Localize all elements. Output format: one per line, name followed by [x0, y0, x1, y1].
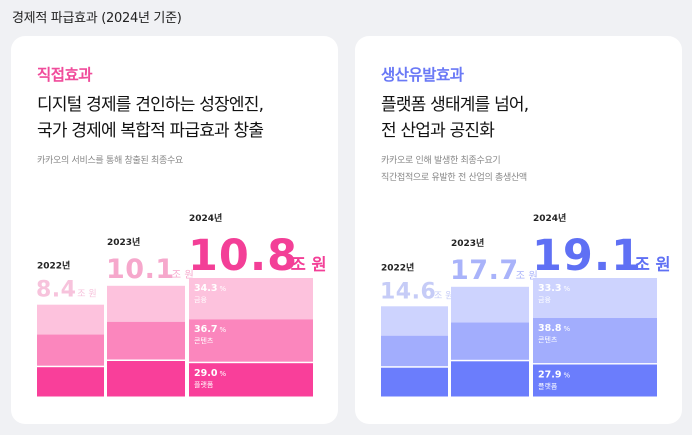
induced-production-description: 카카오로 인해 발생한 최종수요기 직간접적으로 유발한 전 산업의 총생산액	[381, 153, 527, 187]
share-percent: 36.7%	[194, 324, 226, 335]
bar-segment	[381, 367, 448, 397]
page-title: 경제적 파급효과 (2024년 기준)	[12, 11, 182, 26]
share-name: 플랫폼	[538, 382, 558, 391]
bar-segment	[189, 278, 313, 320]
bar-value: 10.8	[188, 231, 298, 281]
headline-line: 전 산업과 공진화	[381, 121, 495, 141]
headline-line: 디지털 경제를 견인하는 성장엔진,	[37, 95, 264, 115]
description-line: 카카오로 인해 발생한 최종수요기	[381, 156, 501, 166]
bar-group: 14.6조 원 2022년	[380, 261, 453, 397]
bar-segment	[189, 363, 313, 397]
bar-group: 10.1조 원 2023년	[106, 236, 194, 397]
induced-production-headline: 플랫폼 생태계를 넘어, 전 산업과 공진화	[381, 92, 529, 144]
bar-segment	[37, 334, 104, 366]
bar-segment	[533, 318, 657, 364]
headline-line: 국가 경제에 복합적 파급효과 창출	[37, 121, 264, 141]
bar-unit: 조 원	[635, 255, 671, 274]
bar-unit: 조 원	[434, 290, 453, 301]
share-name: 금융	[194, 296, 207, 304]
bar-value: 10.1	[106, 254, 175, 285]
bar-unit: 조 원	[516, 270, 538, 282]
share-name: 플랫폼	[194, 380, 214, 389]
bar-unit: 조 원	[77, 289, 96, 300]
direct-effect-eyebrow: 직접효과	[37, 66, 93, 84]
share-percent: 27.9%	[538, 370, 570, 381]
bar-segment	[451, 361, 529, 397]
bar-segment	[189, 319, 313, 362]
share-name: 콘텐츠	[538, 335, 558, 344]
bar-segment	[381, 335, 448, 367]
year-label: 2023년	[107, 236, 140, 248]
bar-segment	[107, 321, 185, 360]
bar-segment	[37, 367, 104, 397]
description-line: 카카오의 서비스를 통해 창출된 최종수요	[37, 156, 183, 166]
bar-value: 14.6	[380, 279, 436, 304]
year-label: 2023년	[451, 237, 484, 249]
bar-segment	[533, 278, 657, 318]
year-label: 2022년	[37, 260, 70, 272]
bar-value: 17.7	[450, 255, 519, 286]
direct-effect-description: 카카오의 서비스를 통해 창출된 최종수요	[37, 153, 183, 170]
share-percent: 38.8%	[538, 323, 570, 334]
bar-group: 27.9 %플랫폼 38.8 %콘텐츠 33.3 % 금융 19.1조 원 2024년	[532, 212, 670, 397]
year-label: 2024년	[533, 212, 566, 224]
bar-segment	[451, 286, 529, 323]
bar-unit: 조 원	[172, 269, 194, 281]
bar-unit: 조 원	[291, 255, 327, 274]
description-line: 직간접적으로 유발한 전 산업의 총생산액	[381, 173, 527, 183]
share-percent: 29.0%	[194, 368, 226, 379]
bar-segment	[107, 361, 185, 397]
share-name: 금융	[538, 296, 551, 304]
year-label: 2024년	[189, 212, 222, 224]
bar-segment	[107, 285, 185, 322]
share-percent: 34.3%	[194, 283, 226, 294]
direct-effect-headline: 디지털 경제를 견인하는 성장엔진, 국가 경제에 복합적 파급효과 창출	[37, 92, 264, 144]
direct-effect-card: 직접효과 디지털 경제를 견인하는 성장엔진, 국가 경제에 복합적 파급효과 …	[11, 36, 338, 424]
induced-production-eyebrow: 생산유발효과	[381, 66, 464, 84]
bar-segment	[37, 304, 104, 335]
bar-group: 17.7조 원 2023년	[450, 237, 538, 397]
induced-production-card: 생산유발효과 플랫폼 생태계를 넘어, 전 산업과 공진화 카카오로 인해 발생…	[355, 36, 682, 424]
share-name: 콘텐츠	[194, 336, 214, 345]
bar-value: 19.1	[532, 231, 642, 281]
bar-value: 8.4	[36, 278, 76, 303]
bar-group: 8.4 조 원 2022년	[36, 260, 104, 397]
bar-segment	[533, 364, 657, 397]
bar-segment	[381, 306, 448, 336]
year-label: 2022년	[381, 261, 414, 273]
share-percent: 33.3%	[538, 283, 570, 294]
bar-segment	[451, 322, 529, 360]
headline-line: 플랫폼 생태계를 넘어,	[381, 95, 529, 115]
bar-group: 29.0 %플랫폼 36.7 %콘텐츠 34.3 % 금융 10.8조 원 2024년	[188, 212, 326, 397]
